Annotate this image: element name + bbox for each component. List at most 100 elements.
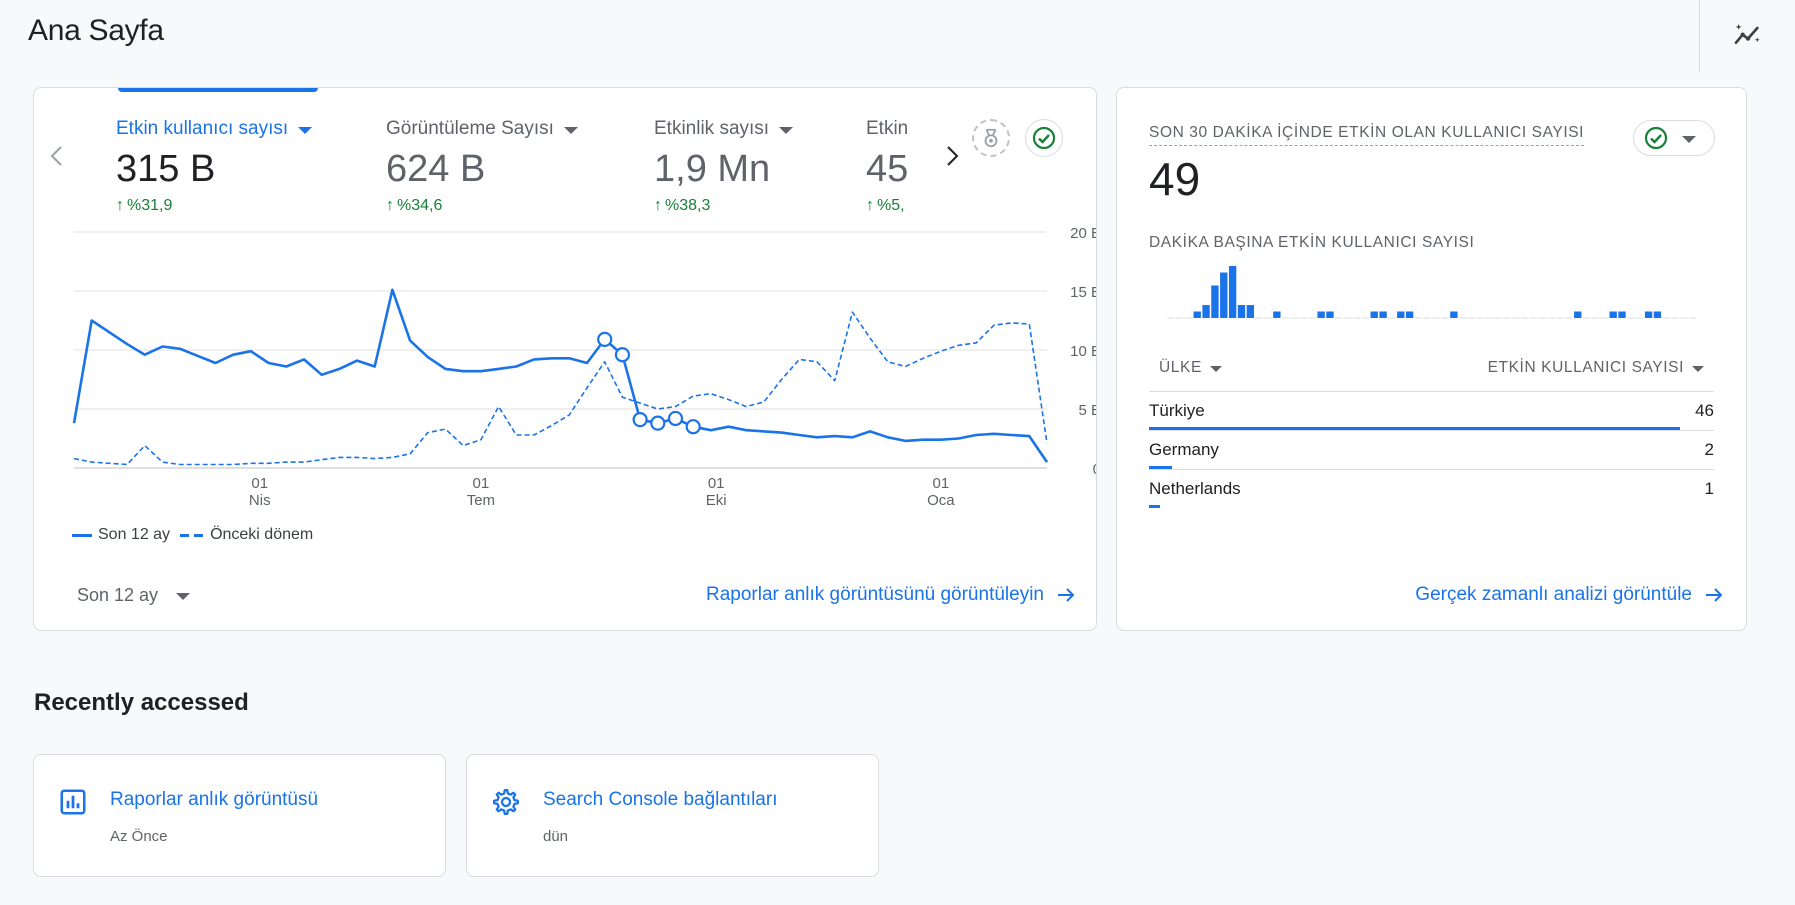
x-tick-day: 01 [251,475,268,492]
per-minute-title: DAKİKA BAŞINA ETKİN KULLANICI SAYISI [1149,234,1475,251]
y-tick-label: 15 B [1070,284,1097,301]
recent-item-time: dün [543,828,569,845]
anomaly-marker[interactable] [614,347,631,363]
share-bar [1149,427,1681,430]
bar-chart-icon [60,789,86,815]
histogram-bar[interactable] [1644,311,1653,319]
ribbon-badge-button[interactable] [972,119,1010,157]
metrics-next-button[interactable] [938,142,966,170]
histogram-bar[interactable] [1237,305,1246,318]
legend-solid-swatch [72,533,92,537]
arrow-up-icon: ↑ [386,197,394,214]
x-tick-month: Eki [706,492,727,509]
page-title: Ana Sayfa [28,14,164,47]
y-tick-label: 10 B [1070,343,1097,360]
legend-label: Önceki dönem [210,526,314,543]
anomaly-marker[interactable] [650,415,666,431]
recent-item-search-console[interactable]: Search Console bağlantıları dün [466,754,879,877]
histogram-bar[interactable] [1653,311,1662,319]
histogram-bar[interactable] [1450,311,1458,319]
histogram-bar[interactable] [1228,266,1237,318]
anomaly-marker[interactable] [632,412,648,428]
metric-label: Görüntüleme Sayısı [386,118,554,139]
user-count: 1 [1704,479,1714,498]
recent-item-time: Az Önce [110,828,168,845]
realtime-value: 49 [1149,153,1201,205]
users-column-header[interactable]: ETKİN KULLANICI SAYISI [1478,359,1714,377]
metric-delta: %5, [877,197,905,214]
status-check-button[interactable] [1025,119,1063,157]
caret-down-icon [563,126,578,134]
histogram-bar[interactable] [1574,311,1582,319]
table-row: Germany 2 [1149,430,1714,469]
reports-snapshot-link[interactable]: Raporlar anlık görüntüsünü görüntüleyin [706,584,1076,606]
line-chart: 20 B15 B10 B5 B001Nis01Tem01Eki01Oca [72,225,1097,509]
histogram-bar[interactable] [1397,311,1405,319]
arrow-up-icon: ↑ [116,197,124,214]
chevron-right-icon [947,146,959,166]
country-name: Germany [1149,440,1219,459]
realtime-table-header: ÜLKE ETKİN KULLANICI SAYISI [1149,348,1714,388]
selected-metric-indicator [118,88,318,92]
recently-accessed-title: Recently accessed [34,689,249,716]
x-tick-month: Tem [467,492,495,509]
metric-label: Etkin kullanıcı sayısı [116,118,289,139]
country-name: Türkiye [1149,401,1205,420]
period-select[interactable]: Son 12 ay [77,585,191,606]
per-minute-histogram [1167,266,1697,319]
histogram-bar[interactable] [1618,311,1626,319]
country-name: Netherlands [1149,479,1241,498]
recent-item-reports-snapshot[interactable]: Raporlar anlık görüntüsü Az Önce [33,754,446,877]
histogram-bar[interactable] [1220,272,1228,319]
histogram-bar[interactable] [1193,311,1201,319]
x-tick-month: Oca [927,492,955,509]
caret-down-icon [298,126,313,134]
table-row: Netherlands 1 [1149,469,1714,508]
y-tick-label: 5 B [1078,402,1097,419]
histogram-bar[interactable] [1370,311,1378,319]
x-tick-day: 01 [473,475,490,492]
histogram-bar[interactable] [1326,311,1334,319]
metric-delta: %38,3 [665,197,711,214]
anomaly-marker[interactable] [685,419,701,435]
realtime-link[interactable]: Gerçek zamanlı analizi görüntüle [1415,584,1724,606]
histogram-bar[interactable] [1211,285,1219,319]
legend-label: Son 12 ay [98,526,171,543]
metric-active-users[interactable]: Etkin kullanıcı sayısı 315 B ↑ %31,9 [116,118,313,215]
arrow-up-icon: ↑ [654,197,662,214]
country-column-header[interactable]: ÜLKE [1149,359,1232,377]
recent-item-title: Raporlar anlık görüntüsü [110,789,319,810]
share-bar [1149,505,1161,508]
gear-icon [493,789,519,815]
histogram-bar[interactable] [1246,305,1254,318]
chevron-left-icon [50,146,62,166]
histogram-bar[interactable] [1317,311,1325,319]
ribbon-icon [984,128,998,148]
arrow-up-icon: ↑ [866,197,874,214]
user-count: 46 [1695,401,1714,420]
metric-label: Etkin [866,118,909,139]
y-tick-label: 0 [1093,461,1097,478]
metric-delta: %31,9 [127,197,173,214]
histogram-bar[interactable] [1202,305,1210,318]
histogram-bar[interactable] [1379,311,1387,319]
anomaly-marker[interactable] [597,331,613,347]
x-tick-day: 01 [933,475,950,492]
x-tick-day: 01 [708,475,725,492]
series-line-1 [73,311,1048,466]
insights-button[interactable] [1699,0,1795,72]
metrics-prev-button[interactable] [43,142,71,170]
x-tick-month: Nis [249,492,271,509]
caret-down-icon [1692,366,1704,372]
metric-views[interactable]: Görüntüleme Sayısı 624 B ↑ %34,6 [386,118,578,215]
metric-events[interactable]: Etkinlik sayısı 1,9 Mn ↑ %38,3 [654,118,794,215]
share-bar [1149,466,1172,469]
realtime-status-dropdown[interactable] [1633,120,1715,156]
histogram-bar[interactable] [1405,311,1414,319]
metric-partial[interactable]: Etkin 45 ↑ %5, [866,118,942,228]
anomaly-marker[interactable] [667,410,684,427]
y-tick-label: 20 B [1070,225,1097,242]
insights-sparkle-icon [1734,24,1760,44]
histogram-bar[interactable] [1273,311,1281,319]
histogram-bar[interactable] [1609,311,1617,319]
